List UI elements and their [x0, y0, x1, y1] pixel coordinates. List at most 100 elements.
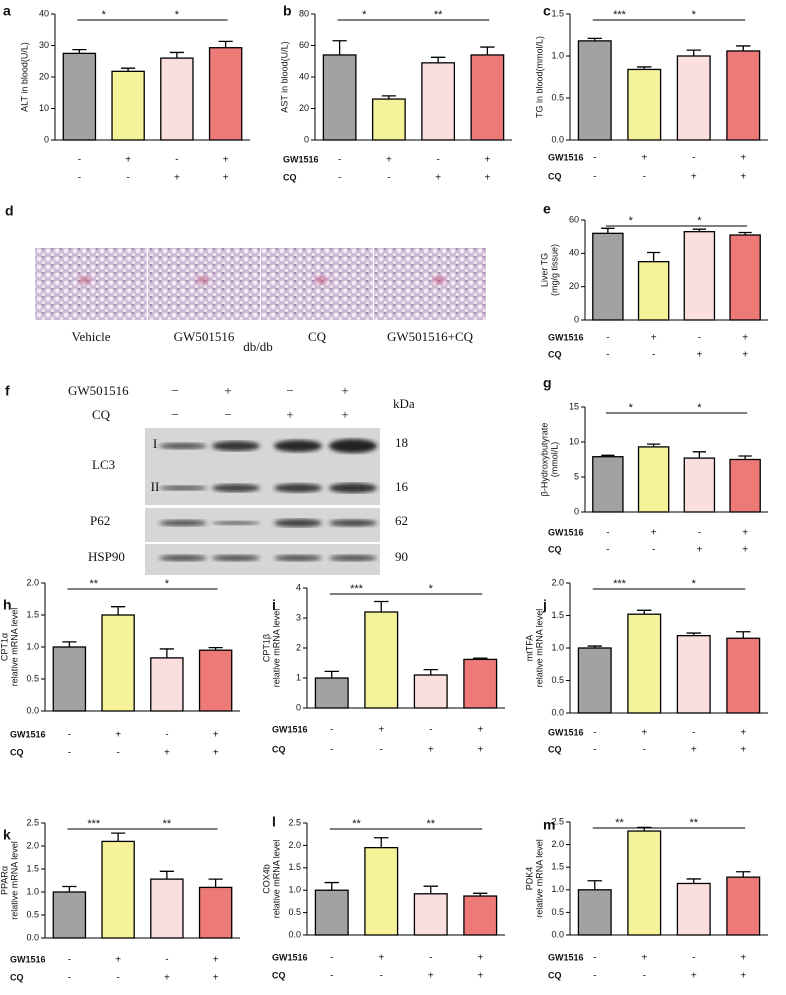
- panel-letter: g: [543, 375, 552, 391]
- image-caption: db/db: [243, 339, 273, 354]
- row-sign: -: [652, 350, 655, 361]
- row-sign: +: [742, 545, 748, 556]
- y-tick-label: 60: [299, 40, 309, 50]
- row-sign: +: [740, 728, 746, 739]
- blot-band: [159, 443, 207, 449]
- band-label: I: [153, 436, 157, 451]
- error-bar: [686, 878, 701, 884]
- bar: [627, 613, 662, 714]
- significance-label: *: [165, 578, 170, 590]
- blot-band: [159, 520, 207, 526]
- row-sign: +: [224, 383, 231, 398]
- y-axis-label: ALT in blood(U/L): [19, 42, 29, 112]
- row-sign: -: [692, 953, 695, 964]
- significance-label: *: [692, 9, 697, 21]
- error-bar: [208, 878, 223, 888]
- row-sign: -: [387, 173, 390, 184]
- bar: [726, 50, 761, 141]
- y-tick-label: 0.0: [26, 705, 39, 715]
- row-sign: +: [213, 748, 219, 759]
- y-tick-label: 1.5: [26, 609, 39, 619]
- row-sign: +: [213, 730, 219, 741]
- row-sign: +: [428, 745, 434, 756]
- row-sign: -: [330, 745, 333, 756]
- row-sign: +: [223, 155, 229, 166]
- row-sign: +: [477, 971, 483, 982]
- error-bar: [62, 885, 77, 892]
- y-tick-label: 1.5: [551, 610, 564, 620]
- blot-band: [274, 483, 322, 493]
- row-sign: -: [78, 155, 81, 166]
- significance-label: *: [362, 9, 367, 21]
- row-sign: +: [641, 728, 647, 739]
- row-sign: +: [435, 173, 441, 184]
- row-sign: +: [691, 971, 697, 982]
- panel-letter: k: [3, 827, 11, 843]
- row-sign: −: [171, 407, 178, 422]
- bar: [52, 646, 87, 712]
- y-tick-label: 0.5: [551, 675, 564, 685]
- row-sign: -: [165, 730, 168, 741]
- y-tick-label: 2: [296, 642, 301, 652]
- row-sign: +: [641, 153, 647, 164]
- error-bar: [423, 885, 438, 894]
- bar: [683, 457, 716, 513]
- row-sign: +: [651, 333, 657, 344]
- significance-label: ***: [613, 9, 627, 21]
- row-sign: -: [606, 545, 609, 556]
- error-bar: [111, 606, 126, 615]
- y-tick-label: 0.5: [551, 92, 564, 102]
- bar: [729, 234, 761, 321]
- row-sign: +: [742, 350, 748, 361]
- bar: [111, 70, 145, 141]
- y-tick-label: 2.0: [26, 840, 39, 850]
- histology-image: [35, 248, 147, 320]
- y-tick-label: 0: [574, 314, 579, 324]
- histology-image: [261, 248, 373, 320]
- bar: [150, 657, 184, 712]
- row-label: CQ: [272, 744, 286, 754]
- y-tick-label: 40: [39, 8, 49, 18]
- significance-label: ***: [87, 818, 101, 830]
- y-tick-label: 0: [44, 134, 49, 144]
- significance-label: *: [429, 583, 434, 595]
- row-sign: -: [692, 153, 695, 164]
- bar: [726, 876, 761, 936]
- row-sign: +: [428, 971, 434, 982]
- y-tick-label: 0.0: [551, 707, 564, 717]
- row-sign: +: [742, 333, 748, 344]
- significance-label: **: [352, 818, 361, 830]
- protein-label: LC3: [92, 457, 115, 472]
- significance-label: **: [434, 9, 443, 21]
- row-label: CQ: [548, 970, 562, 980]
- y-tick-label: 10: [39, 103, 49, 113]
- panel-letter: h: [3, 597, 12, 613]
- bar: [314, 677, 349, 709]
- significance-label: *: [102, 9, 107, 21]
- row-sign: +: [286, 407, 293, 422]
- row-sign: -: [652, 545, 655, 556]
- y-tick-label: 0.5: [26, 673, 39, 683]
- blot-band: [212, 441, 260, 451]
- y-axis-label: Liver TG: [539, 253, 549, 287]
- y-tick-label: 20: [569, 281, 579, 291]
- row-sign: -: [330, 725, 333, 736]
- row-sign: -: [593, 153, 596, 164]
- row-label: GW1516: [548, 332, 584, 342]
- y-tick-label: 20: [299, 103, 309, 113]
- error-bar: [601, 227, 615, 234]
- error-bar: [736, 631, 751, 639]
- row-sign: +: [484, 155, 490, 166]
- significance-label: **: [426, 818, 435, 830]
- bar: [101, 614, 135, 712]
- y-axis-label: PDK4: [524, 867, 534, 891]
- error-bar: [111, 832, 126, 842]
- row-sign: -: [116, 973, 119, 984]
- error-bar: [637, 609, 652, 615]
- row-sign: +: [223, 173, 229, 184]
- error-bar: [430, 56, 446, 63]
- row-sign: -: [380, 971, 383, 982]
- row-label: GW1516: [548, 527, 584, 537]
- row-sign: +: [691, 745, 697, 756]
- y-axis-label: relative mRNA level: [534, 839, 544, 918]
